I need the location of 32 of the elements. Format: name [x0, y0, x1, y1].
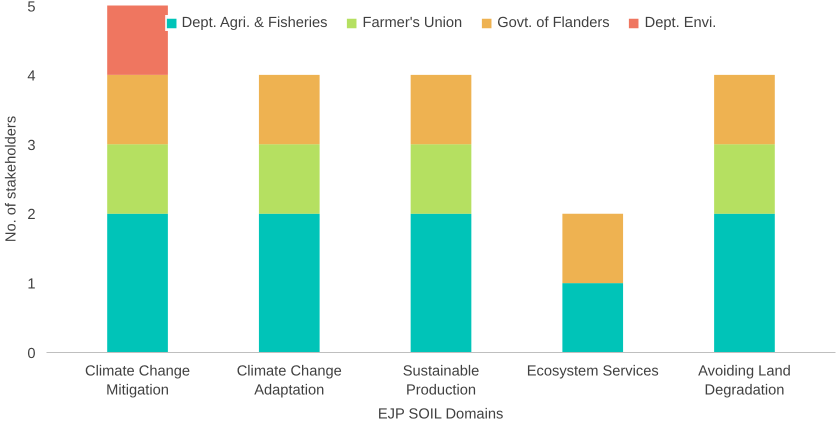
bar	[258, 144, 320, 214]
bar	[107, 214, 168, 352]
bar	[714, 74, 775, 144]
x-tick-label: Climate Change Adaptation	[236, 364, 342, 399]
bar	[562, 214, 624, 284]
legend-label: Farmer's Union	[362, 15, 462, 31]
bar	[714, 144, 775, 214]
y-tick-label: 0	[27, 346, 36, 362]
x-tick-label: Sustainable Production	[402, 364, 480, 399]
bar	[562, 283, 624, 352]
bar	[714, 214, 775, 352]
bar	[107, 6, 168, 75]
bar	[258, 74, 320, 144]
x-tick-label: Avoiding Land Degradation	[698, 364, 791, 399]
y-tick-label: 2	[27, 207, 36, 224]
y-tick-label: 1	[27, 276, 36, 293]
bar	[410, 144, 472, 214]
x-axis-title: EJP SOIL Domains	[378, 406, 504, 423]
y-tick-label: 5	[27, 0, 36, 16]
bar	[258, 214, 320, 352]
y-axis-title: No. of stakeholders	[3, 116, 20, 242]
legend-label: Dept. Agri. & Fisheries	[182, 15, 328, 31]
bar	[410, 74, 472, 144]
legend-label: Dept. Envi.	[644, 15, 716, 31]
x-tick-label: Ecosystem Services	[526, 364, 659, 380]
bar	[410, 214, 472, 352]
x-tick-label: Climate Change Mitigation	[84, 364, 190, 399]
bar	[107, 144, 168, 214]
y-tick-label: 4	[27, 68, 36, 84]
y-tick-label: 3	[27, 138, 36, 154]
legend-label: Govt. of Flanders	[497, 15, 610, 31]
bar	[107, 74, 168, 144]
